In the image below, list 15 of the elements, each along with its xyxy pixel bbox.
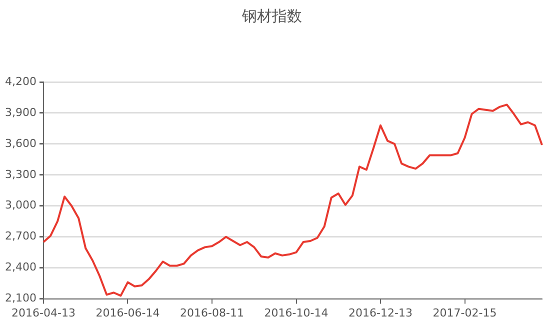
y-tick-label: 2,100 xyxy=(4,292,36,305)
x-tick-label: 2016-04-13 xyxy=(12,306,76,320)
x-tick-label: 2017-02-15 xyxy=(432,306,497,320)
y-tick-label: 2,700 xyxy=(4,230,36,243)
x-tick-label: 2016-06-14 xyxy=(96,306,160,320)
y-tick-label: 3,300 xyxy=(4,168,36,181)
x-tick-label: 2016-10-14 xyxy=(264,306,328,320)
y-tick-label: 3,900 xyxy=(4,106,36,119)
x-tick-label: 2016-08-11 xyxy=(180,306,244,320)
y-tick-label: 4,200 xyxy=(4,74,36,88)
chart-title: 钢材指数 xyxy=(241,6,302,25)
x-tick-label: 2016-12-13 xyxy=(348,306,412,320)
y-tick-label: 3,600 xyxy=(4,136,36,150)
y-tick-label: 2,400 xyxy=(4,260,36,274)
y-tick-label: 3,000 xyxy=(4,198,36,212)
